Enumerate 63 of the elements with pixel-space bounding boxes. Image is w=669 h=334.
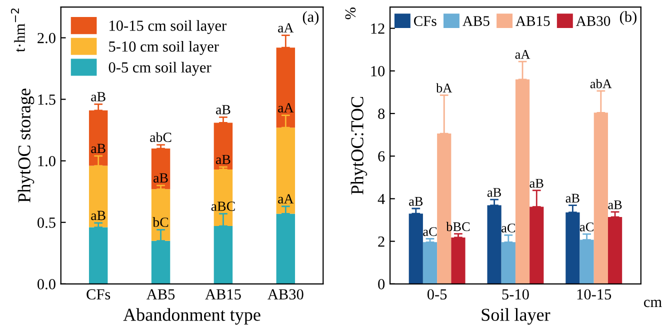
text: % [345,8,356,20]
x-tick-label: AB5 [146,289,175,300]
bar [151,148,170,190]
text: t·hm$^{−2}$ [10,8,25,52]
y-tick-label: 0 [378,279,385,290]
data-label: aB [608,200,622,210]
y-tick-label: 12 [371,23,384,34]
annotation: aB [154,173,168,183]
data-label: aB [487,188,501,197]
data-label: aC [423,227,437,236]
annotation: aA [278,194,294,204]
annotation: aB [216,154,230,164]
legend-label: 10-15 cm soil layer [110,20,226,34]
annotation: aB [216,105,230,114]
legend-label: AB30 [576,16,610,26]
y-tick-label: 4 [378,194,385,204]
x-tick-label: 10-15 [577,289,612,300]
annotation: aB [91,92,106,102]
x-axis-title: Soil layer [482,308,550,325]
y-tick-label: 1.5 [38,94,56,105]
data-label: bA [436,83,452,93]
legend-label: 5-10 cm soil layer [109,40,219,55]
bar [151,189,170,241]
x-tick-label: AB15 [205,289,241,300]
data-label: aB [530,178,544,188]
data-label: aC [580,222,594,232]
y-tick-label: 2 [378,236,384,247]
legend-label: AB15 [516,16,550,26]
y-axis-title: PhytOC:TOC [350,96,368,194]
x-axis-title: Abandonment type [123,308,260,325]
y-tick-label: 0.0 [38,279,56,290]
x-tick-label: AB30 [268,289,304,300]
bar [451,237,466,284]
x-tick-label: CFs [86,289,110,300]
y-tick-label: 8 [378,108,385,119]
x-tick-label: 5-10 [502,289,529,300]
bar [88,227,108,284]
x-tick-label: 0-5 [427,289,447,300]
y-tick-label: 0.5 [38,218,56,228]
y-tick-label: 2.0 [38,32,56,44]
annotation: aB [91,144,106,154]
annotation: (a) [302,11,319,26]
y-tick-label: 6 [378,151,385,162]
legend-label: CFs [414,16,436,26]
data-label: aC [502,224,516,232]
data-label: abA [590,78,612,88]
y-tick-label: 1.0 [38,156,56,166]
y-tick-label: 10 [371,66,385,76]
data-label: aA [515,50,530,59]
text: cm [644,300,662,308]
y-axis-title: PhytOC storage [18,88,34,202]
annotation: aA [278,103,294,112]
legend-label: 0-5 cm soil layer [108,62,212,76]
bar [422,242,438,284]
data-label: aB [566,194,580,203]
annotation: abC [150,132,172,142]
annotation: aB [91,210,106,220]
annotation: bC [152,217,168,227]
data-label: bBC [446,222,470,232]
legend-label: AB5 [462,16,490,26]
annotation: aA [278,23,294,32]
data-label: aB [409,197,423,206]
annotation: (b) [620,11,636,26]
